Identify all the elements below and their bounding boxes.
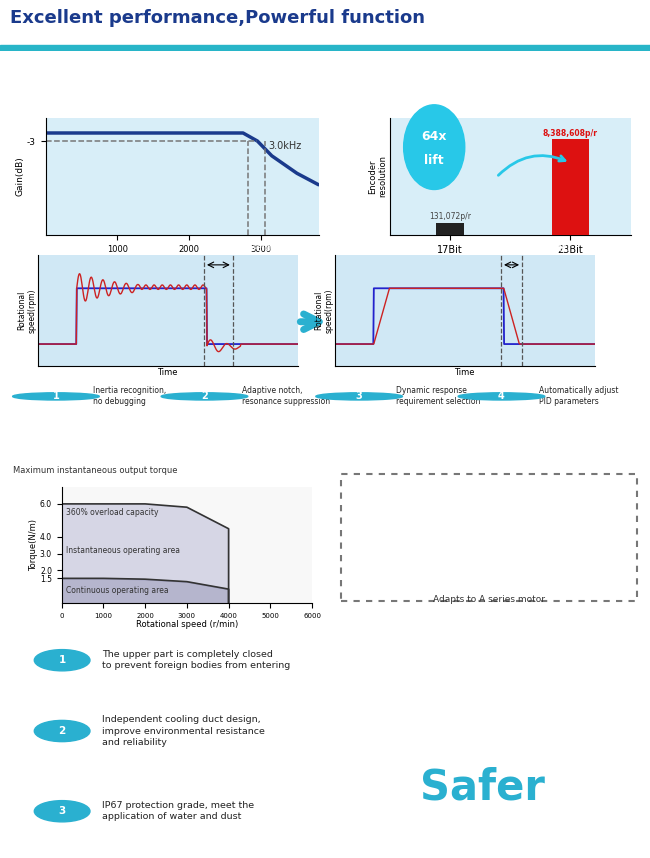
Text: Excellent performance,Powerful function: Excellent performance,Powerful function (10, 9, 424, 27)
Text: IP67 protection grade, meet the
application of water and dust: IP67 protection grade, meet the applicat… (102, 801, 255, 821)
Text: 360% overload capacity: 360% overload capacity (66, 508, 159, 517)
Text: Dynamic response
requirement selection: Dynamic response requirement selection (396, 386, 480, 407)
Text: After: After (549, 243, 572, 253)
Text: Maximum instantaneous output torque: Maximum instantaneous output torque (13, 466, 177, 475)
X-axis label: Time: Time (157, 368, 178, 377)
Text: Standard 23Bit multi-turn absolute encoder,
higher accuracy: Standard 23Bit multi-turn absolute encod… (351, 67, 627, 89)
Text: 3: 3 (356, 391, 363, 402)
Text: 64x: 64x (421, 130, 447, 142)
Y-axis label: Encoder
resolution: Encoder resolution (368, 155, 387, 197)
Circle shape (34, 721, 90, 741)
Bar (0, 45, 650, 51)
Text: 1: 1 (58, 656, 66, 665)
Text: 131,072p/r: 131,072p/r (429, 212, 471, 221)
Text: Automatically adjust
PID parameters: Automatically adjust PID parameters (539, 386, 618, 407)
Circle shape (34, 801, 90, 822)
Text: Continuous operating area: Continuous operating area (66, 586, 168, 595)
Text: 3: 3 (58, 807, 66, 816)
Text: 2: 2 (58, 726, 66, 736)
Text: Inertia recognition,
no debugging: Inertia recognition, no debugging (93, 386, 166, 407)
Text: The upper part is completely closed
to prevent foreign bodies from entering: The upper part is completely closed to p… (102, 650, 291, 670)
Text: Self-tuning: Self-tuning (9, 300, 22, 373)
Circle shape (458, 393, 545, 400)
Circle shape (34, 650, 90, 671)
Text: Adapts to A series motor: Adapts to A series motor (433, 595, 545, 604)
Text: Adaptive notch,
resonance suppression: Adaptive notch, resonance suppression (242, 386, 330, 407)
Text: 8,388,608p/r: 8,388,608p/r (543, 129, 598, 138)
Text: Overload capacity 350%, strong power: Overload capacity 350%, strong power (43, 440, 285, 450)
X-axis label: Time: Time (454, 368, 475, 377)
Circle shape (404, 105, 465, 190)
Text: Instantaneous operating area: Instantaneous operating area (66, 546, 180, 555)
Circle shape (12, 393, 99, 400)
Bar (436, 222, 464, 235)
Text: Speed loop bandwidth 3kHz,
high dynamic corresponding: Speed loop bandwidth 3kHz, high dynamic … (75, 67, 254, 89)
Text: 1: 1 (53, 391, 59, 402)
X-axis label: Rotational speed (r/min): Rotational speed (r/min) (136, 620, 238, 629)
Text: 4: 4 (498, 391, 505, 402)
Bar (552, 139, 589, 235)
Text: 3.0kHz: 3.0kHz (268, 141, 302, 151)
Y-axis label: Gain(dB): Gain(dB) (15, 156, 24, 196)
Text: Before: Before (249, 243, 281, 253)
X-axis label: Frequency(Hz): Frequency(Hz) (150, 255, 214, 264)
Y-axis label: Torque(N/m): Torque(N/m) (29, 519, 38, 571)
Text: Safer: Safer (421, 767, 545, 808)
Circle shape (316, 393, 402, 400)
Text: Safer
structure: Safer structure (1, 705, 30, 766)
Text: Motor terminal type, higher reliability: Motor terminal type, higher reliability (370, 440, 608, 450)
Text: 2: 2 (201, 391, 208, 402)
Y-axis label: Rotational
speed(rpm): Rotational speed(rpm) (17, 288, 36, 333)
Circle shape (161, 393, 248, 400)
Text: Independent cooling duct design,
improve environmental resistance
and reliabilit: Independent cooling duct design, improve… (102, 715, 265, 747)
Text: lift: lift (424, 154, 444, 167)
Y-axis label: Rotational
speed(rpm): Rotational speed(rpm) (314, 288, 333, 333)
